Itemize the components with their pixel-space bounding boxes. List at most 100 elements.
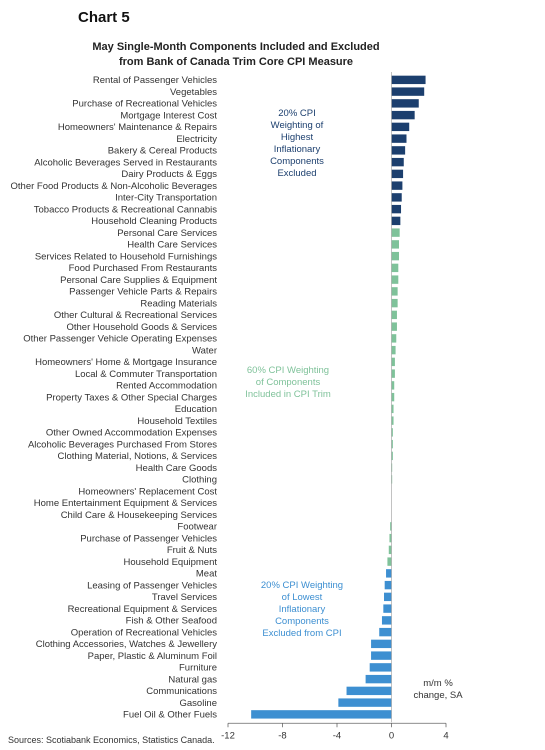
bar xyxy=(391,169,404,179)
bar xyxy=(391,463,393,472)
group-annotation-low: of Lowest xyxy=(282,592,323,603)
category-label: Other Owned Accommodation Expenses xyxy=(46,428,217,439)
category-label: Mortgage Interest Cost xyxy=(120,110,217,121)
category-label: Communications xyxy=(146,686,217,697)
category-label: Other Household Goods & Services xyxy=(67,322,218,333)
bar xyxy=(391,287,398,296)
bar xyxy=(379,627,392,637)
chart-label: Chart 5 xyxy=(78,9,130,26)
bar xyxy=(391,251,399,261)
category-label: Homeowners' Home & Mortgage Insurance xyxy=(35,357,217,368)
category-label: Property Taxes & Other Special Charges xyxy=(46,392,217,403)
bar xyxy=(387,557,392,566)
bar xyxy=(391,99,419,108)
bar xyxy=(391,87,425,96)
bar xyxy=(391,216,401,226)
bar xyxy=(391,475,393,484)
category-label: Meat xyxy=(196,569,217,580)
bar xyxy=(381,616,392,625)
category-label: Services Related to Household Furnishing… xyxy=(35,251,217,262)
category-label: Furniture xyxy=(179,663,217,674)
bar xyxy=(391,416,394,425)
category-label: Passenger Vehicle Parts & Repairs xyxy=(69,287,217,298)
bar xyxy=(371,639,392,649)
group-annotation-high: Excluded xyxy=(277,168,316,179)
bar xyxy=(371,651,392,660)
category-label: Purchase of Recreational Vehicles xyxy=(72,99,217,110)
category-label: Dairy Products & Eggs xyxy=(121,169,217,180)
source-note: Sources: Scotiabank Economics, Statistic… xyxy=(8,735,215,745)
bar xyxy=(384,580,392,590)
category-label: Reading Materials xyxy=(140,298,217,309)
x-tick-label: -8 xyxy=(278,730,286,741)
category-label: Local & Commuter Transportation xyxy=(75,369,217,380)
bar xyxy=(386,569,392,578)
unit-label: change, SA xyxy=(413,690,463,701)
category-label: Tobacco Products & Recreational Cannabis xyxy=(34,204,217,215)
category-label: Health Care Goods xyxy=(136,463,218,474)
bar xyxy=(391,240,399,249)
category-label: Gasoline xyxy=(180,698,218,709)
x-axis: -12 -8 -4 0 4 xyxy=(221,72,449,741)
group-annotation-high: Components xyxy=(270,156,324,167)
category-label: Fruit & Nuts xyxy=(167,545,217,556)
category-label: Food Purchased From Restaurants xyxy=(69,263,218,274)
category-label: Vegetables xyxy=(170,87,217,98)
category-label: Rented Accommodation xyxy=(116,381,217,392)
category-label: Clothing Material, Notions, & Services xyxy=(58,451,218,462)
category-label: Operation of Recreational Vehicles xyxy=(71,627,218,638)
bar xyxy=(365,674,392,684)
category-label: Footwear xyxy=(177,522,217,533)
group-annotation-high: 20% CPI xyxy=(278,108,316,119)
bar xyxy=(391,404,394,414)
group-annotation-middle: of Components xyxy=(256,377,321,388)
bar xyxy=(384,592,392,602)
bar xyxy=(391,75,426,85)
category-label: Homeowners' Replacement Cost xyxy=(78,486,217,497)
x-tick-label: 0 xyxy=(389,730,394,741)
group-annotation-high: Weighting of xyxy=(271,120,324,131)
category-label: Recreational Equipment & Services xyxy=(68,604,218,615)
bar xyxy=(391,334,397,343)
bar xyxy=(391,428,393,437)
category-label: Homeowners' Maintenance & Repairs xyxy=(58,122,217,133)
category-label: Fish & Other Seafood xyxy=(126,616,217,627)
bar xyxy=(390,522,392,531)
bar xyxy=(389,533,392,543)
bar xyxy=(346,686,392,696)
group-annotation-low: 20% CPI Weighting xyxy=(261,580,343,591)
category-label: Purchase of Passenger Vehicles xyxy=(80,533,217,544)
category-label: Education xyxy=(175,404,217,415)
bar xyxy=(391,134,407,143)
bar xyxy=(391,357,395,367)
category-label: Other Food Products & Non-Alcoholic Beve… xyxy=(11,181,218,192)
bar xyxy=(391,310,397,320)
group-annotation-low: Inflationary xyxy=(279,604,326,615)
bar xyxy=(391,345,396,355)
unit-label: m/m % xyxy=(423,678,453,689)
category-label: Clothing xyxy=(182,475,217,486)
category-label: Personal Care Services xyxy=(117,228,217,239)
category-label: Household Equipment xyxy=(124,557,218,568)
bar xyxy=(391,322,397,331)
bar xyxy=(391,263,399,273)
bar xyxy=(388,545,392,555)
bar xyxy=(391,110,415,120)
bars-layer xyxy=(251,75,426,719)
group-annotation-high: Inflationary xyxy=(274,144,321,155)
group-annotation-middle: Included in CPI Trim xyxy=(245,389,331,400)
category-label: Household Textiles xyxy=(137,416,217,427)
bar xyxy=(391,451,393,461)
category-label: Clothing Accessories, Watches & Jeweller… xyxy=(36,639,218,650)
category-label: Inter-City Transportation xyxy=(115,193,217,204)
category-label: Personal Care Supplies & Equipment xyxy=(60,275,217,286)
category-label: Other Cultural & Recreational Services xyxy=(54,310,217,321)
category-label: Travel Services xyxy=(152,592,217,603)
bar xyxy=(369,663,392,672)
bar xyxy=(391,228,400,237)
category-label: Fuel Oil & Other Fuels xyxy=(123,710,217,721)
group-annotation-low: Components xyxy=(275,616,329,627)
category-label: Home Entertainment Equipment & Services xyxy=(34,498,217,509)
category-label: Paper, Plastic & Aluminum Foil xyxy=(88,651,217,662)
